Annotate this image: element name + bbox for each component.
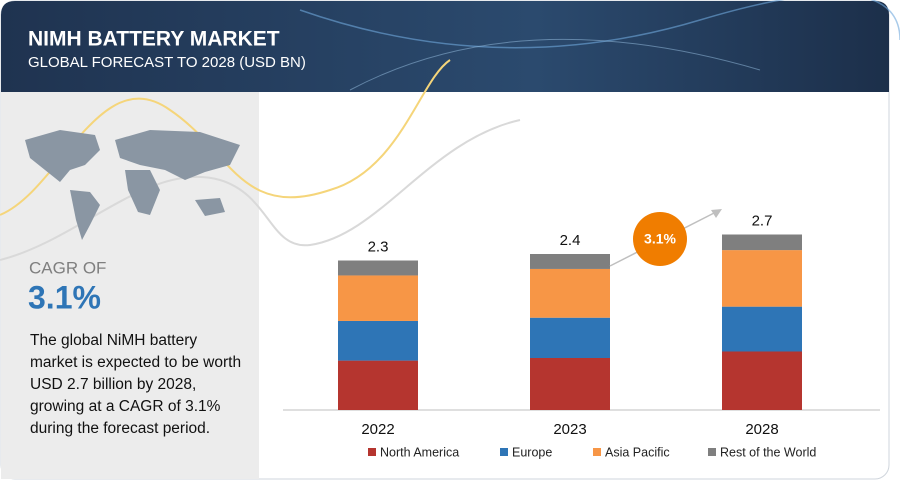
subtitle: GLOBAL FORECAST TO 2028 (USD BN) (28, 54, 306, 71)
bar-segment (530, 317, 610, 358)
world-map (25, 130, 240, 240)
bar-segment (722, 351, 802, 410)
bar-segment (530, 358, 610, 410)
arrow-head (711, 209, 722, 218)
legend-label: Rest of the World (720, 445, 816, 459)
legend-swatch (708, 448, 716, 456)
decor-curve (0, 119, 521, 261)
bar-segment (722, 306, 802, 352)
header-band (1, 1, 889, 92)
title: NIMH BATTERY MARKET (28, 28, 280, 51)
cagr-label: CAGR OF (29, 258, 106, 277)
bar-segment (338, 275, 418, 321)
legend-swatch (593, 448, 601, 456)
x-tick-label: 2022 (361, 421, 394, 438)
cagr-value: 3.1% (28, 279, 101, 315)
bar-segment (338, 360, 418, 410)
legend-label: North America (380, 445, 459, 459)
bar-segment (722, 250, 802, 307)
bar-segment (338, 260, 418, 276)
bar-segment (722, 234, 802, 251)
total-label: 2.4 (560, 232, 581, 249)
decor (299, 0, 900, 49)
legend-swatch (500, 448, 508, 456)
bar-segment (338, 320, 418, 361)
total-label: 2.7 (752, 212, 773, 229)
x-tick-label: 2028 (745, 421, 778, 438)
bar-segment (530, 268, 610, 318)
total-label: 2.3 (368, 238, 389, 255)
legend-label: Europe (512, 445, 552, 459)
description: The global NiMH battery market is expect… (30, 332, 242, 437)
legend-label: Asia Pacific (605, 445, 670, 459)
cagr-annotation: 3.1% (644, 231, 676, 247)
bar-segment (530, 254, 610, 269)
x-tick-label: 2023 (553, 421, 586, 438)
cagr-bubble (633, 212, 687, 266)
decor (349, 38, 761, 91)
legend-swatch (368, 448, 376, 456)
